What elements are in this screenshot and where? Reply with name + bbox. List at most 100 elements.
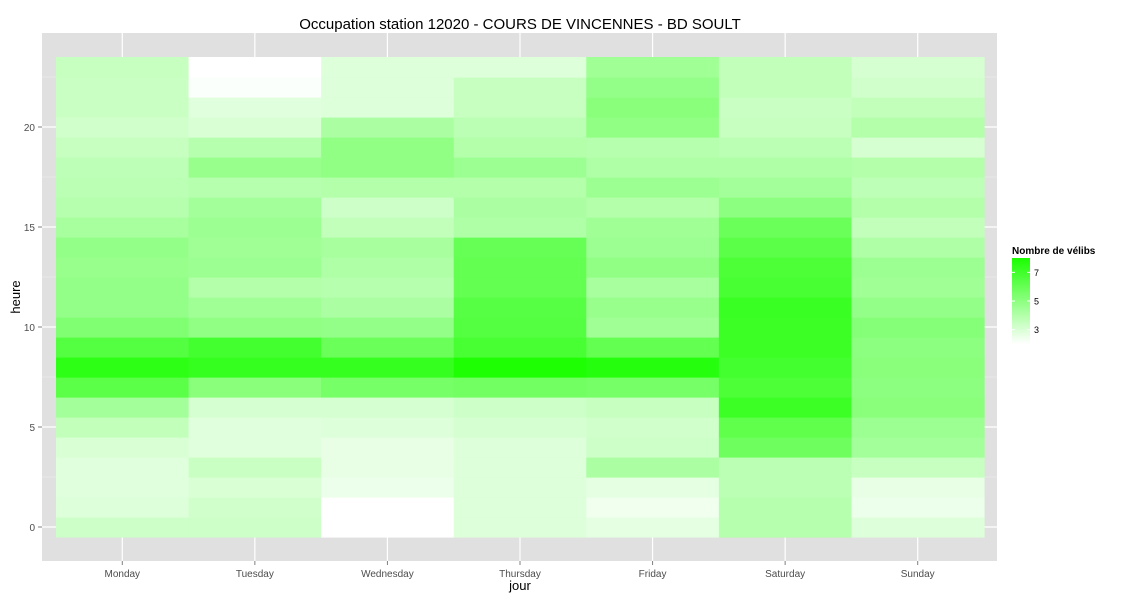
heatmap-cell [56, 397, 190, 418]
heatmap-cell [321, 157, 455, 178]
heatmap-cell [188, 197, 322, 218]
heatmap-cell [453, 97, 587, 118]
x-tick-label: Thursday [499, 569, 541, 580]
heatmap-cell [586, 317, 720, 338]
heatmap-cell [321, 417, 455, 438]
heatmap-cell [56, 157, 190, 178]
heatmap-cell [56, 217, 190, 238]
heatmap-cell [586, 417, 720, 438]
heatmap-cell [851, 297, 985, 318]
heatmap-cell [321, 497, 455, 518]
heatmap-cell [586, 297, 720, 318]
heatmap-cell [453, 457, 587, 478]
chart-title: Occupation station 12020 - COURS DE VINC… [299, 16, 741, 33]
heatmap-cell [453, 417, 587, 438]
heatmap-cell [851, 117, 985, 138]
heatmap-cell [586, 397, 720, 418]
heatmap-cell [453, 497, 587, 518]
heatmap-cell [453, 437, 587, 458]
legend: Nombre de vélibs 3 5 7 [1012, 246, 1096, 344]
heatmap-cell [56, 477, 190, 498]
heatmap-cell [718, 297, 853, 318]
heatmap-cell [453, 517, 587, 538]
heatmap-cell [718, 77, 853, 98]
heatmap-cell [586, 497, 720, 518]
heatmap-cell [321, 77, 455, 98]
heatmap-cell [851, 517, 985, 538]
heatmap-cell [586, 277, 720, 298]
heatmap-cell [321, 257, 455, 278]
y-tick-label: 5 [29, 423, 35, 434]
heatmap-cell [56, 177, 190, 198]
heatmap-cell [586, 157, 720, 178]
heatmap-cell [321, 197, 455, 218]
heatmap-cell [851, 77, 985, 98]
heatmap-cell [718, 497, 853, 518]
heatmap-cell [851, 457, 985, 478]
heatmap-cell [453, 117, 587, 138]
y-tick-label: 0 [29, 523, 35, 534]
x-axis-label: jour [508, 578, 531, 593]
heatmap-cell [56, 497, 190, 518]
heatmap-cell [188, 497, 322, 518]
heatmap-cell [321, 377, 455, 398]
heatmap-cell [188, 477, 322, 498]
y-axis-label: heure [8, 280, 23, 313]
heatmap-cell [56, 57, 190, 78]
heatmap-cell [586, 57, 720, 78]
heatmap-cell [586, 257, 720, 278]
x-tick-label: Tuesday [236, 569, 274, 580]
heatmap-cell [453, 277, 587, 298]
heatmap-cell [851, 377, 985, 398]
heatmap-cell [188, 517, 322, 538]
heatmap-cell [56, 197, 190, 218]
heatmap-cell [188, 157, 322, 178]
heatmap-cell [718, 317, 853, 338]
heatmap-cell [718, 457, 853, 478]
heatmap-cell [586, 517, 720, 538]
heatmap-cell [586, 237, 720, 258]
heatmap-cell [188, 337, 322, 358]
legend-tick-label: 5 [1034, 297, 1039, 307]
heatmap-cell [453, 157, 587, 178]
heatmap-cell [321, 97, 455, 118]
heatmap-cell [851, 97, 985, 118]
heatmap-cell [851, 437, 985, 458]
heatmap-cell [851, 417, 985, 438]
legend-title: Nombre de vélibs [1012, 246, 1096, 257]
heatmap-cell [188, 57, 322, 78]
heatmap-cell [718, 437, 853, 458]
heatmap-cell [586, 377, 720, 398]
heatmap-cell [586, 357, 720, 378]
x-axis: Monday Tuesday Wednesday Thursday Friday Satu… [104, 561, 935, 580]
heatmap-cell [188, 417, 322, 438]
heatmap-cell [188, 397, 322, 418]
heatmap-cell [188, 97, 322, 118]
heatmap-cell [453, 137, 587, 158]
heatmap-cell [851, 197, 985, 218]
heatmap-cell [851, 177, 985, 198]
heatmap-cell [321, 437, 455, 458]
heatmap-cell [851, 497, 985, 518]
y-tick-label: 20 [24, 123, 36, 134]
heatmap-cell [586, 137, 720, 158]
heatmap-cell [56, 137, 190, 158]
heatmap-cell [188, 77, 322, 98]
heatmap-cell [586, 477, 720, 498]
heatmap-cell [453, 57, 587, 78]
y-tick-label: 10 [24, 323, 36, 334]
heatmap-cell [851, 57, 985, 78]
x-tick-label: Sunday [901, 569, 935, 580]
heatmap-cell [321, 477, 455, 498]
heatmap-cell [56, 357, 190, 378]
heatmap-cell [586, 437, 720, 458]
heatmap-cell [718, 397, 853, 418]
heatmap-cell [718, 477, 853, 498]
x-tick-label: Saturday [765, 569, 805, 580]
heatmap-cell [321, 337, 455, 358]
heatmap-cell [718, 197, 853, 218]
heatmap-cell [851, 217, 985, 238]
heatmap-cell [453, 197, 587, 218]
heatmap-cell [188, 277, 322, 298]
y-axis: 0 5 10 15 20 [24, 123, 42, 534]
